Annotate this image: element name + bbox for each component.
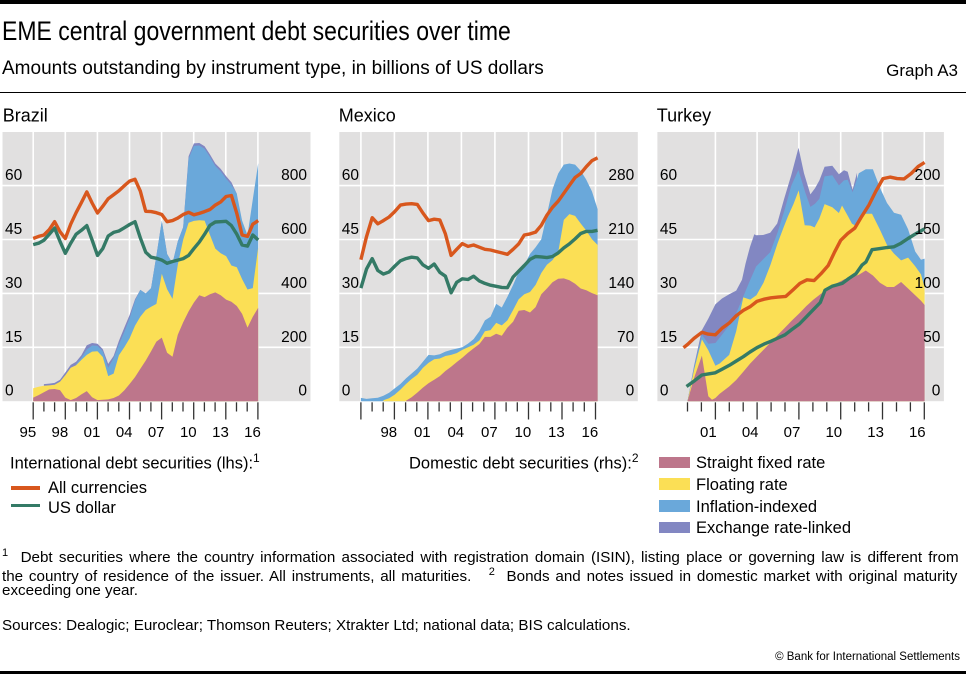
svg-text:15: 15 [660, 329, 677, 346]
svg-text:140: 140 [608, 275, 634, 292]
svg-text:0: 0 [660, 383, 669, 400]
svg-text:16: 16 [582, 424, 599, 441]
svg-text:0: 0 [298, 383, 307, 400]
svg-text:95: 95 [20, 424, 37, 441]
svg-text:10: 10 [180, 424, 197, 441]
svg-text:04: 04 [742, 424, 759, 441]
svg-text:0: 0 [342, 383, 351, 400]
svg-text:45: 45 [5, 221, 22, 238]
svg-text:200: 200 [281, 329, 307, 346]
svg-text:400: 400 [281, 275, 307, 292]
svg-text:45: 45 [342, 221, 359, 238]
svg-text:04: 04 [447, 424, 464, 441]
svg-text:07: 07 [148, 424, 165, 441]
svg-text:50: 50 [923, 329, 941, 346]
svg-text:01: 01 [700, 424, 717, 441]
svg-text:07: 07 [784, 424, 801, 441]
svg-text:100: 100 [915, 275, 941, 292]
svg-text:Mexico: Mexico [339, 106, 396, 126]
svg-text:280: 280 [608, 167, 634, 184]
svg-text:01: 01 [414, 424, 431, 441]
svg-text:30: 30 [660, 275, 678, 292]
svg-text:10: 10 [515, 424, 532, 441]
svg-text:16: 16 [909, 424, 926, 441]
svg-text:150: 150 [915, 221, 941, 238]
svg-text:16: 16 [244, 424, 261, 441]
svg-text:13: 13 [548, 424, 565, 441]
svg-text:Turkey: Turkey [657, 106, 711, 126]
svg-text:98: 98 [380, 424, 397, 441]
svg-text:Brazil: Brazil [3, 106, 48, 126]
svg-text:70: 70 [617, 329, 635, 346]
svg-text:15: 15 [5, 329, 22, 346]
svg-text:0: 0 [932, 383, 941, 400]
svg-text:10: 10 [825, 424, 842, 441]
svg-text:30: 30 [5, 275, 23, 292]
svg-text:60: 60 [342, 167, 360, 184]
svg-text:98: 98 [52, 424, 69, 441]
svg-text:600: 600 [281, 221, 307, 238]
svg-text:60: 60 [660, 167, 678, 184]
svg-text:13: 13 [212, 424, 229, 441]
svg-text:200: 200 [915, 167, 941, 184]
svg-text:13: 13 [867, 424, 884, 441]
svg-text:60: 60 [5, 167, 23, 184]
svg-text:01: 01 [84, 424, 101, 441]
svg-text:30: 30 [342, 275, 360, 292]
svg-text:15: 15 [342, 329, 359, 346]
svg-text:210: 210 [608, 221, 634, 238]
svg-text:0: 0 [626, 383, 635, 400]
svg-text:45: 45 [660, 221, 677, 238]
svg-text:800: 800 [281, 167, 307, 184]
svg-text:04: 04 [116, 424, 133, 441]
svg-text:07: 07 [481, 424, 498, 441]
svg-text:0: 0 [5, 383, 14, 400]
